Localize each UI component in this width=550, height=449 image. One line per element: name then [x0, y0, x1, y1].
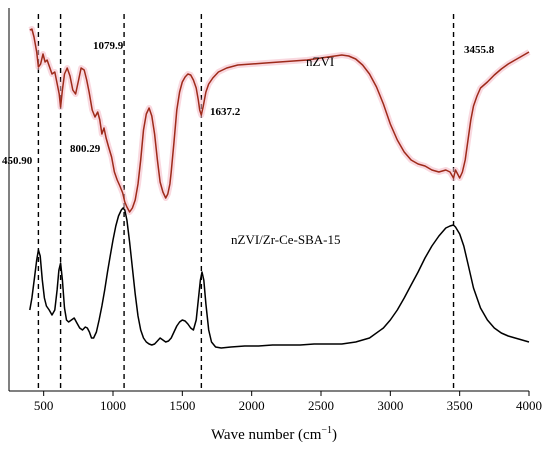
- peak-label-450: 450.90: [2, 155, 33, 167]
- series-halo-nzvi: [28, 26, 531, 215]
- peak-label-3455: 3455.8: [464, 44, 495, 56]
- series-label-nzvi-zr-ce-sba-15: nZVI/Zr-Ce-SBA-15: [231, 232, 341, 247]
- annotations: 450.90 800.29 1079.9 1637.2 3455.8 nZVI …: [2, 40, 495, 247]
- x-axis-title-close: ): [332, 427, 337, 443]
- peak-label-800: 800.29: [70, 143, 101, 155]
- axes: [8, 8, 529, 392]
- x-tick-label-1000: 1000: [100, 398, 126, 413]
- x-tick-label-1500: 1500: [169, 398, 195, 413]
- x-tick-label-2000: 2000: [239, 398, 265, 413]
- peak-label-1637: 1637.2: [210, 106, 241, 118]
- x-tick-label-500: 500: [34, 398, 54, 413]
- series-label-nzvi: nZVI: [306, 54, 334, 69]
- series-layer: [28, 26, 531, 349]
- x-axis-title: Wave number (cm−1): [211, 425, 337, 443]
- series-line-nzvi-zr-ce-sba-15: [29, 207, 530, 349]
- x-tick-label-4000: 4000: [516, 398, 542, 413]
- peak-label-1079: 1079.9: [93, 40, 124, 52]
- reference-lines: [37, 14, 455, 391]
- series-line-nzvi: [29, 28, 530, 213]
- x-axis-title-exponent: −1: [321, 425, 332, 436]
- x-tick-label-3500: 3500: [447, 398, 473, 413]
- x-tick-label-2500: 2500: [308, 398, 334, 413]
- x-ticks: 500 1000 1500 2000 2500 3000 3500 4000: [34, 391, 542, 413]
- x-tick-label-3000: 3000: [377, 398, 403, 413]
- x-axis-title-text: Wave number (cm: [211, 427, 322, 443]
